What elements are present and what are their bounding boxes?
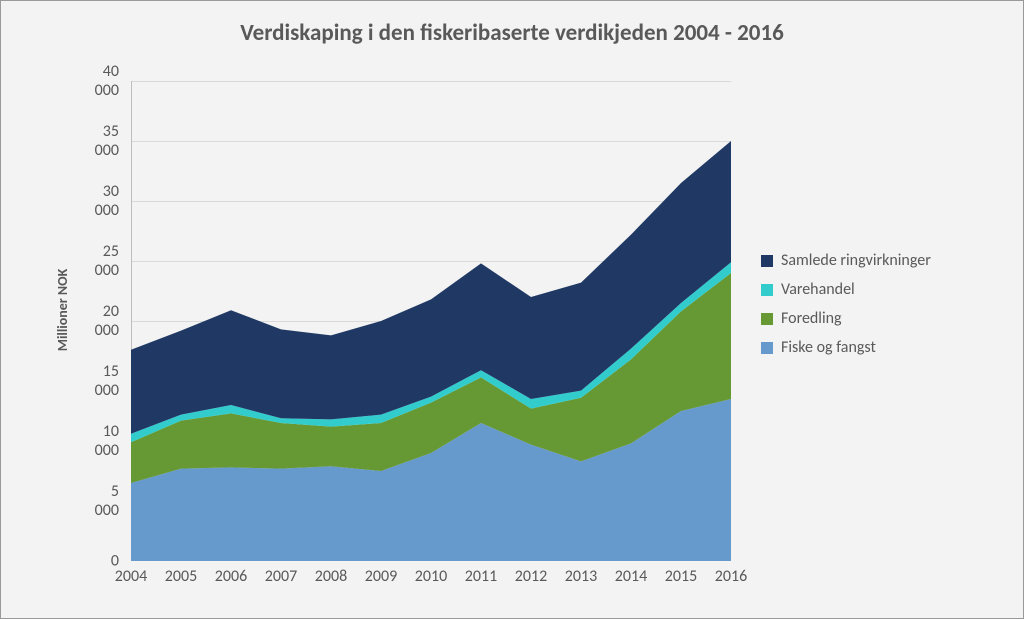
legend-item: Foredling (761, 309, 931, 328)
chart-title: Verdiskaping i den fiskeribaserte verdik… (1, 19, 1023, 47)
x-tick-label: 2014 (615, 567, 647, 586)
legend-item: Varehandel (761, 280, 931, 299)
x-tick-label: 2016 (715, 567, 747, 586)
y-tick-label: 25 000 (95, 242, 119, 280)
legend-swatch (761, 342, 773, 354)
x-tick-label: 2012 (515, 567, 547, 586)
legend: Samlede ringvirkninger Varehandel Foredlin… (761, 251, 931, 367)
x-tick-label: 2011 (465, 567, 497, 586)
y-tick-label: 40 000 (95, 62, 119, 100)
legend-label: Samlede ringvirkninger (781, 251, 931, 270)
legend-label: Fiske og fangst (781, 338, 876, 357)
legend-label: Foredling (781, 309, 842, 328)
x-tick-label: 2007 (265, 567, 297, 586)
y-tick-label: 5 000 (95, 482, 119, 520)
x-tick-label: 2013 (565, 567, 597, 586)
x-tick-label: 2010 (415, 567, 447, 586)
x-tick-label: 2005 (165, 567, 197, 586)
x-tick-label: 2008 (315, 567, 347, 586)
x-tick-label: 2006 (215, 567, 247, 586)
legend-label: Varehandel (781, 280, 855, 299)
x-tick-label: 2009 (365, 567, 397, 586)
x-tick-label: 2004 (115, 567, 147, 586)
y-axis-title: Millioner NOK (54, 268, 71, 351)
legend-item: Fiske og fangst (761, 338, 931, 357)
y-tick-label: 30 000 (95, 182, 119, 220)
plot-area: 05 00010 00015 00020 00025 00030 00035 0… (131, 81, 731, 561)
legend-item: Samlede ringvirkninger (761, 251, 931, 270)
y-tick-label: 20 000 (95, 302, 119, 340)
y-tick-label: 35 000 (95, 122, 119, 160)
x-tick-label: 2015 (665, 567, 697, 586)
y-tick-label: 15 000 (95, 362, 119, 400)
legend-swatch (761, 284, 773, 296)
stacked-area-chart (131, 81, 731, 561)
chart-container: Verdiskaping i den fiskeribaserte verdik… (0, 0, 1024, 619)
y-tick-label: 10 000 (95, 422, 119, 460)
legend-swatch (761, 255, 773, 267)
legend-swatch (761, 313, 773, 325)
